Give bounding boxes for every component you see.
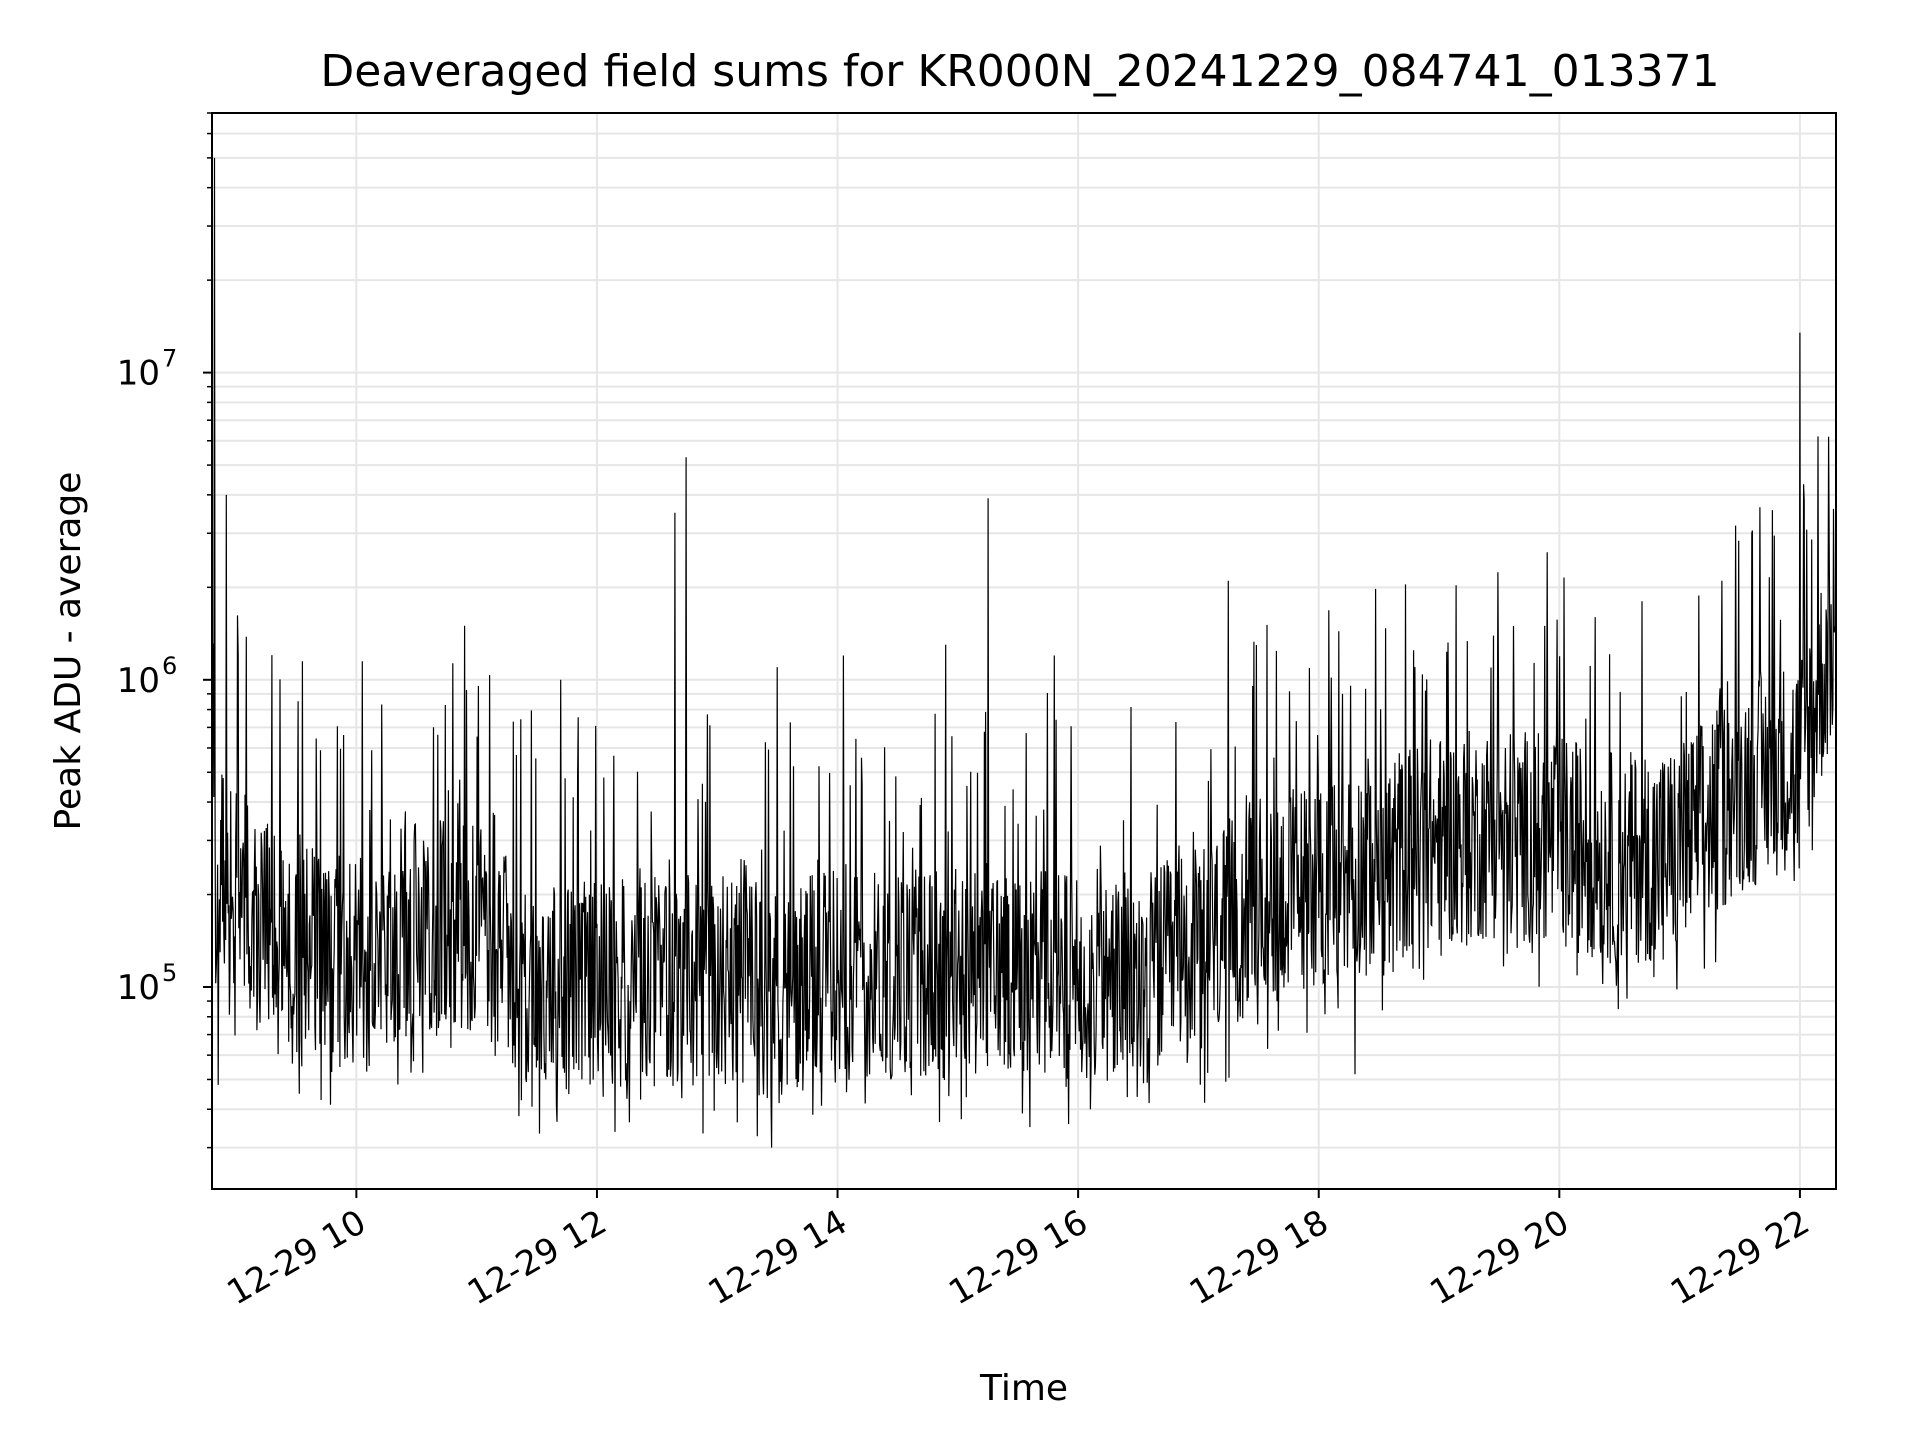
y-tick-exponent: 5	[162, 959, 177, 987]
series-layer	[212, 157, 1836, 1148]
chart-title: Deaveraged field sums for KR000N_2024122…	[320, 46, 1719, 97]
plot-frame	[211, 112, 1837, 1190]
series-line	[212, 157, 1836, 1148]
y-tick-label: 10	[117, 968, 160, 1008]
y-tick-label: 10	[117, 354, 160, 394]
y-tick-label: 10	[117, 661, 160, 701]
y-tick-exponent: 6	[162, 652, 177, 680]
y-tick-exponent: 7	[162, 345, 177, 373]
x-axis-label: Time	[979, 1368, 1068, 1409]
y-axis-label: Peak ADU - average	[48, 472, 89, 831]
grid-layer	[212, 112, 1836, 1189]
